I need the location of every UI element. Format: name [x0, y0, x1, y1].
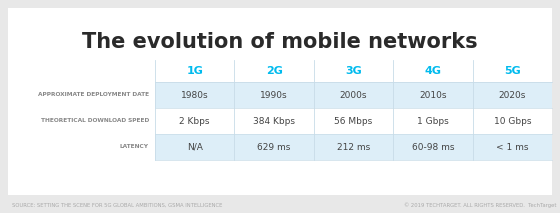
Text: 3G: 3G [345, 66, 362, 76]
Text: 10 Gbps: 10 Gbps [493, 117, 531, 125]
Text: 2010s: 2010s [419, 91, 447, 99]
Text: APPROXIMATE DEPLOYMENT DATE: APPROXIMATE DEPLOYMENT DATE [38, 92, 149, 98]
Bar [155, 134, 552, 160]
Text: The evolution of mobile networks: The evolution of mobile networks [82, 32, 478, 52]
Text: 212 ms: 212 ms [337, 142, 370, 151]
Text: 1980s: 1980s [181, 91, 208, 99]
Text: 1 Gbps: 1 Gbps [417, 117, 449, 125]
Text: 1990s: 1990s [260, 91, 288, 99]
Text: 60-98 ms: 60-98 ms [412, 142, 454, 151]
Text: 2G: 2G [265, 66, 283, 76]
Text: 2000s: 2000s [340, 91, 367, 99]
Text: 5G: 5G [504, 66, 521, 76]
Text: < 1 ms: < 1 ms [496, 142, 529, 151]
Text: © 2019 TECHTARGET. ALL RIGHTS RESERVED.  TechTarget: © 2019 TECHTARGET. ALL RIGHTS RESERVED. … [404, 202, 556, 208]
Text: 2 Kbps: 2 Kbps [179, 117, 210, 125]
Text: SOURCE: SETTING THE SCENE FOR 5G GLOBAL AMBITIONS, GSMA INTELLIGENCE: SOURCE: SETTING THE SCENE FOR 5G GLOBAL … [12, 203, 222, 207]
Text: LATENCY: LATENCY [120, 144, 149, 150]
Text: THEORETICAL DOWNLOAD SPEED: THEORETICAL DOWNLOAD SPEED [41, 118, 149, 124]
Text: 4G: 4G [424, 66, 441, 76]
Text: 56 Mbps: 56 Mbps [334, 117, 372, 125]
Text: 1G: 1G [186, 66, 203, 76]
Text: 384 Kbps: 384 Kbps [253, 117, 295, 125]
Bar [155, 82, 552, 108]
Text: 629 ms: 629 ms [258, 142, 291, 151]
Bar [8, 8, 552, 195]
Text: 2020s: 2020s [498, 91, 526, 99]
Text: N/A: N/A [187, 142, 203, 151]
